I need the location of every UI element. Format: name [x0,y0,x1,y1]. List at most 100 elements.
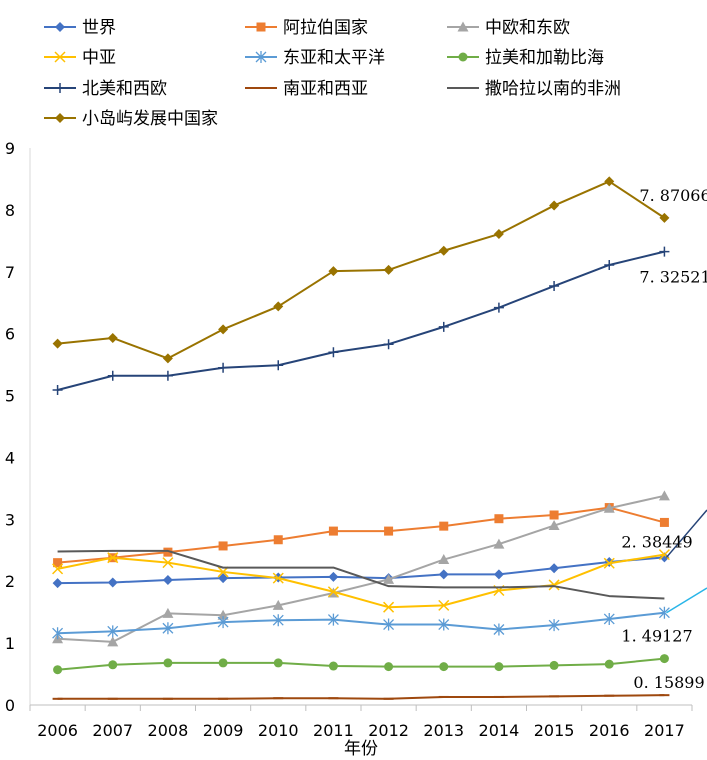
legend-item-阿拉伯国家: 阿拉伯国家 [245,18,368,38]
legend-marker [256,22,266,32]
x-tick-label: 2007 [92,721,133,740]
data-point [328,347,339,358]
x-tick-label: 2014 [479,721,520,740]
data-point [493,229,504,240]
data-point [218,362,229,373]
series-小岛屿发展中国家 [52,176,670,364]
leader-line [666,587,707,614]
data-point [162,574,173,585]
legend-item-东亚和太平洋: 东亚和太平洋 [245,48,385,68]
data-label: 7. 87066 [639,186,707,205]
y-tick-label: 4 [5,448,15,467]
series-line [57,250,665,391]
x-tick-label: 2010 [258,721,299,740]
y-tick-label: 1 [5,634,15,653]
x-tick-label: 2011 [313,721,354,740]
data-point [107,370,118,381]
data-point [328,571,339,582]
legend-item-撒哈拉以南的非洲: 撒哈拉以南的非洲 [447,79,621,99]
x-tick-label: 2017 [644,721,685,740]
series-line [57,180,665,360]
y-tick-label: 9 [5,139,15,158]
data-point [658,606,670,619]
data-point [383,339,394,350]
x-tick-label: 2008 [148,721,189,740]
x-tick-label: 2012 [368,721,409,740]
data-point [328,526,338,536]
data-point [439,521,449,531]
x-tick-label: 2013 [423,721,464,740]
data-point [52,578,63,589]
legend-marker [55,113,65,123]
series-北美和西欧 [52,246,670,395]
data-point [218,573,229,584]
data-point [548,619,560,632]
data-point [494,514,504,524]
legend-marker [458,52,468,62]
data-point [603,557,615,569]
data-point [327,586,339,598]
data-point [218,658,228,668]
data-point [658,490,670,501]
y-tick-label: 8 [5,201,15,220]
data-point [438,569,449,580]
series-line [57,694,665,700]
data-point [272,614,284,627]
data-point [548,579,560,591]
legend-label: 北美和西欧 [82,79,167,99]
data-point [493,569,504,580]
data-point [107,577,118,588]
series-line [57,611,665,635]
legend-label: 南亚和西亚 [283,79,368,99]
legend-item-南亚和西亚: 南亚和西亚 [245,79,368,99]
series-撒哈拉以南的非洲 [57,549,665,600]
data-point [272,572,284,584]
y-tick-label: 3 [5,510,15,529]
data-labels: 7. 87066 7. 32521 2. 38449 1. 49127 0. 15899 [621,186,707,692]
data-point [273,658,283,668]
legend-item-世界: 世界 [44,18,116,38]
legend-label: 中亚 [82,48,116,68]
data-point [162,607,174,618]
data-point [548,520,560,531]
data-point [163,547,173,557]
series-南亚和西亚 [52,694,670,700]
legend-item-拉美和加勒比海: 拉美和加勒比海 [447,48,604,68]
data-point [273,535,283,545]
series-line [57,657,665,671]
y-tick-label: 2 [5,572,15,591]
legend-label: 东亚和太平洋 [283,48,385,68]
data-point [659,517,669,527]
data-point [439,662,449,672]
data-point [494,662,504,672]
x-tick-label: 2009 [203,721,244,740]
data-point [328,661,338,671]
data-point [383,264,394,275]
x-axis: 2006 2007 2008 2009 2010 2011 2012 2013 2014 2015… [29,704,693,740]
legend-marker [54,51,66,63]
series-阿拉伯国家 [53,503,669,568]
data-point [107,636,119,647]
y-tick-label: 7 [5,263,15,282]
y-tick-label: 5 [5,387,15,406]
data-point [52,627,64,640]
data-point [162,353,173,364]
data-point [162,622,174,635]
data-label: 0. 15899 [633,673,704,692]
data-point [217,609,229,620]
data-point [327,613,339,626]
data-point [383,618,395,631]
series-拉美和加勒比海 [53,654,669,675]
data-point [549,510,559,520]
x-tick-label: 2015 [534,721,575,740]
x-tick-label: 2016 [589,721,630,740]
y-tick-label: 6 [5,325,15,344]
legend-label: 阿拉伯国家 [283,18,368,38]
data-point [53,665,63,675]
data-point [107,552,119,564]
legend-label: 小岛屿发展中国家 [82,109,218,129]
legend-item-中亚: 中亚 [44,48,116,68]
legend-marker [55,22,65,32]
